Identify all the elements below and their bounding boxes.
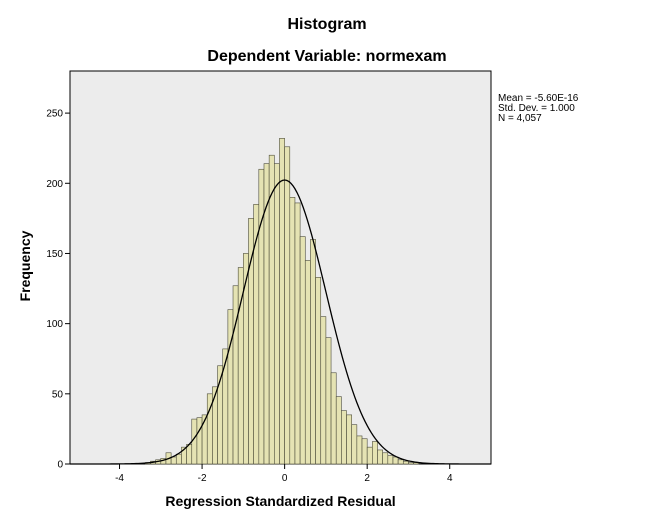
bars-group — [145, 138, 420, 465]
histogram-bar — [356, 435, 363, 465]
histogram-bar — [258, 168, 265, 465]
histogram-bar — [335, 396, 342, 465]
histogram-bar — [289, 197, 296, 465]
stat-std-dev: Std. Dev. = 1.000 — [498, 103, 575, 114]
histogram-bar — [320, 316, 327, 465]
histogram-bar — [227, 309, 234, 465]
y-tick-label: 50 — [52, 389, 64, 400]
y-tick-label: 150 — [46, 249, 63, 260]
histogram-bar — [346, 414, 353, 465]
histogram-bar — [382, 452, 389, 465]
histogram-bar — [361, 438, 368, 465]
histogram-bar — [351, 424, 358, 465]
histogram-bar — [315, 277, 322, 465]
histogram-bar — [274, 163, 280, 465]
histogram-bar — [175, 453, 182, 465]
x-axis-label: Regression Standardized Residual — [165, 493, 396, 509]
chart-subtitle: Dependent Variable: normexam — [207, 48, 447, 65]
y-axis-label: Frequency — [17, 230, 33, 302]
histogram-bar — [325, 337, 332, 465]
histogram-bar — [392, 456, 399, 465]
y-tick-label: 0 — [57, 460, 63, 471]
histogram-bar — [232, 285, 239, 465]
x-tick-label: 4 — [447, 473, 453, 484]
histogram-bar — [191, 418, 198, 465]
histogram-bar — [279, 138, 285, 465]
histogram-bar — [408, 462, 414, 465]
histogram-bar — [304, 260, 311, 465]
normal-curve — [70, 179, 491, 465]
histogram-bar — [253, 204, 260, 465]
chart-title: Histogram — [287, 16, 367, 33]
histogram-bar — [402, 460, 409, 465]
histogram-bar — [372, 441, 378, 465]
y-tick-label: 200 — [46, 179, 63, 190]
stat-n: N = 4,057 — [498, 113, 542, 124]
histogram-bar — [268, 154, 275, 465]
histogram-bar — [263, 163, 270, 465]
histogram-bar — [330, 372, 337, 465]
histogram-bar — [186, 444, 193, 465]
histogram-bar — [201, 414, 208, 465]
histogram-bar — [397, 459, 404, 465]
histogram-bar — [310, 239, 316, 465]
stat-mean: Mean = -5.60E-16 — [498, 93, 579, 104]
x-tick-label: 2 — [364, 473, 370, 484]
histogram-bar — [299, 236, 306, 465]
x-tick-label: -4 — [115, 473, 124, 484]
histogram-bar — [196, 417, 203, 465]
histogram-bar — [243, 253, 249, 465]
histogram-bar — [222, 348, 229, 465]
stats-box: Mean = -5.60E-16 Std. Dev. = 1.000 N = 4… — [498, 94, 578, 124]
x-tick-label: 0 — [282, 473, 288, 484]
x-tick-label: -2 — [198, 473, 207, 484]
histogram-bar — [377, 449, 383, 465]
histogram-bar — [341, 410, 347, 465]
x-axis: -4 -2 0 2 4 — [115, 464, 453, 484]
histogram-bar — [212, 386, 218, 465]
y-axis: 0 50 100 150 200 250 — [46, 109, 70, 471]
histogram-bar — [294, 202, 301, 465]
histogram-bar — [170, 456, 177, 465]
histogram-bar — [284, 146, 291, 465]
histogram-bar — [387, 455, 394, 465]
y-tick-label: 100 — [46, 319, 63, 330]
histogram-bar — [366, 446, 373, 465]
y-tick-label: 250 — [46, 109, 63, 120]
